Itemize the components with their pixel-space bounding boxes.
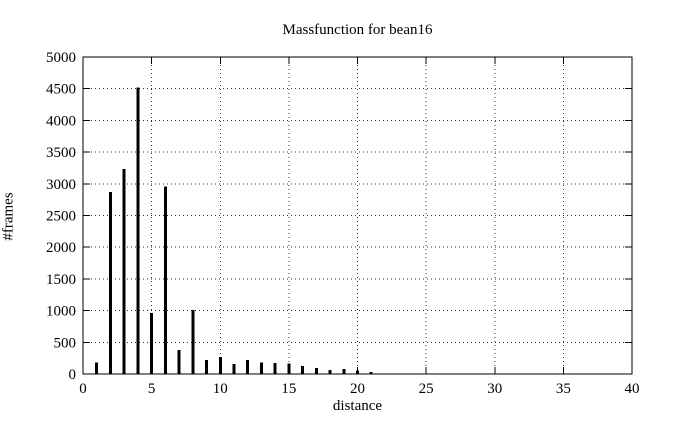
impulse-bar	[246, 360, 250, 374]
impulse-bar	[122, 169, 126, 374]
x-tick-label: 25	[419, 381, 434, 397]
impulse-bar	[314, 367, 318, 374]
y-tick-label: 2500	[46, 209, 76, 225]
y-tick-label: 4000	[46, 113, 76, 129]
y-tick-label: 500	[54, 335, 77, 351]
impulse-bar	[356, 370, 359, 374]
impulse-bar	[205, 360, 209, 374]
y-tick-label: 2000	[46, 240, 76, 256]
impulse-bar	[177, 349, 181, 374]
x-tick-label: 0	[79, 381, 87, 397]
y-tick-label: 1500	[46, 272, 76, 288]
impulse-bar	[232, 363, 236, 374]
impulse-bar	[108, 192, 112, 374]
x-tick-label: 30	[487, 381, 502, 397]
chart-title: Massfunction for bean16	[282, 22, 433, 38]
x-tick-label: 10	[213, 381, 228, 397]
impulse-bar	[150, 313, 154, 374]
impulse-bar	[273, 362, 277, 374]
impulse-bar	[95, 362, 99, 374]
impulse-bar	[136, 87, 140, 374]
impulse-bar	[287, 363, 291, 374]
x-tick-label: 20	[350, 381, 365, 397]
x-tick-label: 15	[281, 381, 296, 397]
y-tick-label: 5000	[46, 50, 76, 66]
impulse-bar	[301, 366, 305, 374]
impulse-bar	[342, 368, 346, 374]
y-tick-label: 3500	[46, 145, 76, 161]
impulse-bar	[191, 309, 195, 374]
x-axis-label: distance	[332, 398, 383, 414]
impulse-bar	[218, 357, 222, 374]
y-tick-label: 3000	[46, 177, 76, 193]
x-tick-label: 40	[625, 381, 640, 397]
impulse-bar	[259, 362, 263, 374]
x-tick-label: 35	[556, 381, 571, 397]
y-tick-label: 0	[69, 367, 77, 383]
impulse-bar	[328, 369, 332, 374]
impulse-bar	[369, 371, 373, 374]
y-tick-label: 1000	[46, 304, 76, 320]
x-tick-label: 5	[148, 381, 156, 397]
impulse-bar	[163, 186, 167, 374]
y-tick-label: 4500	[46, 82, 76, 98]
y-axis-label: #frames	[0, 192, 17, 241]
